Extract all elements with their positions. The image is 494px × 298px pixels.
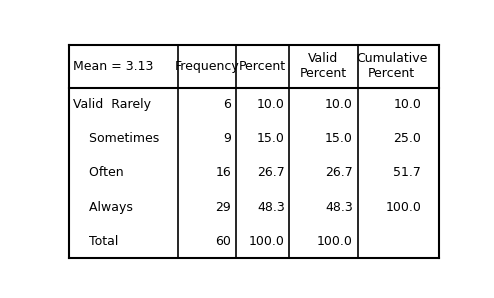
Text: Valid
Percent: Valid Percent xyxy=(300,52,347,80)
Text: 10.0: 10.0 xyxy=(325,98,353,111)
Text: 9: 9 xyxy=(223,132,231,145)
Text: Cumulative
Percent: Cumulative Percent xyxy=(356,52,427,80)
Text: 100.0: 100.0 xyxy=(249,235,285,248)
Text: Sometimes: Sometimes xyxy=(73,132,160,145)
Text: 48.3: 48.3 xyxy=(257,201,285,214)
Text: 16: 16 xyxy=(215,167,231,179)
Text: 60: 60 xyxy=(215,235,231,248)
Text: 10.0: 10.0 xyxy=(393,98,421,111)
Text: Often: Often xyxy=(73,167,124,179)
Text: 100.0: 100.0 xyxy=(317,235,353,248)
Text: 100.0: 100.0 xyxy=(385,201,421,214)
Text: 26.7: 26.7 xyxy=(257,167,285,179)
Text: Valid  Rarely: Valid Rarely xyxy=(73,98,151,111)
Text: 48.3: 48.3 xyxy=(325,201,353,214)
Text: 15.0: 15.0 xyxy=(325,132,353,145)
Text: 6: 6 xyxy=(223,98,231,111)
Text: Frequency: Frequency xyxy=(175,60,240,73)
Text: 10.0: 10.0 xyxy=(257,98,285,111)
Text: 26.7: 26.7 xyxy=(325,167,353,179)
Text: Mean = 3.13: Mean = 3.13 xyxy=(73,60,154,73)
Text: 15.0: 15.0 xyxy=(257,132,285,145)
Text: Percent: Percent xyxy=(239,60,286,73)
Text: 29: 29 xyxy=(215,201,231,214)
Text: Always: Always xyxy=(73,201,133,214)
Text: Total: Total xyxy=(73,235,119,248)
Text: 25.0: 25.0 xyxy=(393,132,421,145)
Text: 51.7: 51.7 xyxy=(393,167,421,179)
